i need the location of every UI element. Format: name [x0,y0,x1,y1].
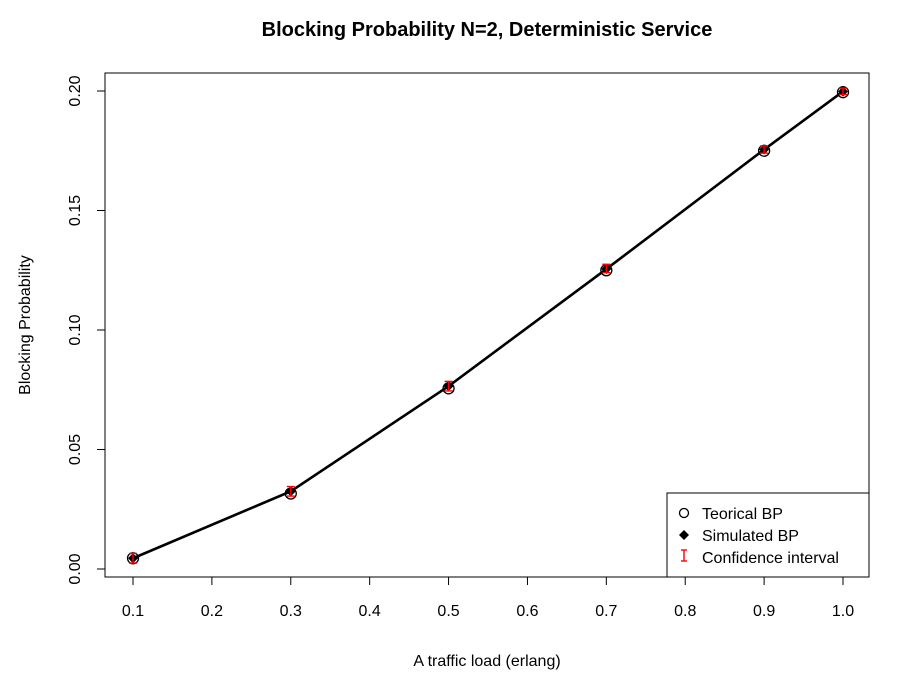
confidence-interval-bar [286,485,295,497]
legend-error-bar-marker [681,549,687,562]
legend-open-circle-marker [678,507,690,519]
confidence-interval-bar [602,263,611,274]
x-tick-label: 0.2 [201,603,223,620]
x-tick-label: 0.7 [595,603,617,620]
x-tick-label: 0.9 [753,603,775,620]
x-tick-label: 0.5 [437,603,459,620]
x-tick-label: 0.3 [280,603,302,620]
y-tick-label: 0.00 [67,553,84,584]
simulated-bp-line [132,90,844,560]
y-axis: 0.00 0.05 0.10 0.15 0.20 [67,75,106,585]
y-tick-label: 0.05 [67,434,84,465]
legend-entry-simulated: Simulated BP [702,528,799,545]
teorical-bp-point [126,552,140,565]
x-tick-label: 0.1 [122,603,144,620]
x-axis-label: A traffic load (erlang) [413,653,560,670]
chart-title: Blocking Probability N=2, Deterministic … [262,19,713,41]
x-tick-label: 0.8 [674,603,696,620]
x-tick-label: 0.4 [359,603,381,620]
legend-entry-confidence: Confidence interval [702,550,839,567]
y-axis-label: Blocking Probability [17,255,34,395]
x-axis: 0.1 0.2 0.3 0.4 0.5 0.6 0.7 0.8 0.9 1.0 [122,576,854,620]
series-layer [126,86,850,565]
confidence-interval-bar [760,145,769,154]
legend: Teorical BP Simulated BP Confidence inte… [666,492,870,578]
legend-entry-teorical: Teorical BP [702,506,783,523]
legend-diamond-marker [679,530,689,540]
legend-box [666,492,870,578]
confidence-interval-bar [839,87,847,96]
y-tick-label: 0.10 [67,314,84,345]
x-tick-label: 0.6 [516,603,538,620]
y-tick-label: 0.20 [67,75,84,106]
confidence-interval-bar [444,380,453,392]
confidence-interval-bar [129,552,137,564]
y-tick-label: 0.15 [67,195,84,226]
x-tick-label: 1.0 [832,603,854,620]
